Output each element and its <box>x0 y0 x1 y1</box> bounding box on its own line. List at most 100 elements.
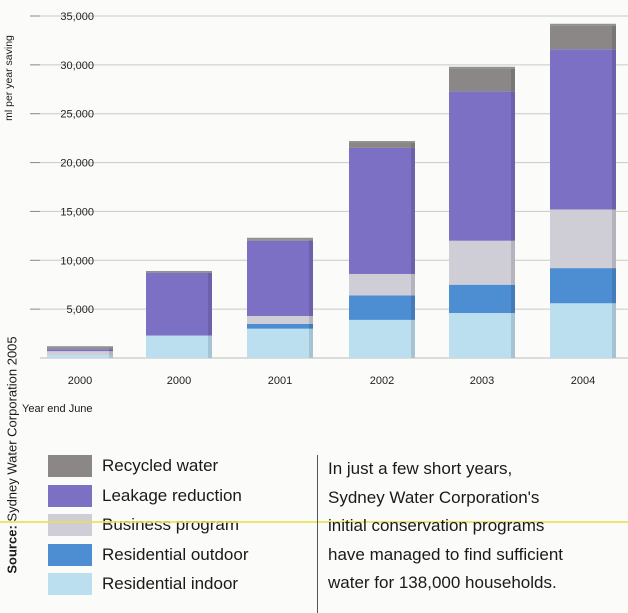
bar-shade <box>511 68 515 92</box>
bar-segment <box>349 273 415 296</box>
x-tick-label: 2000 <box>68 375 92 387</box>
bar-top-edge <box>47 346 113 349</box>
bar-shade <box>208 335 212 358</box>
bar-segment <box>550 268 616 304</box>
legend-swatch <box>48 543 92 566</box>
legend-label: Business program <box>102 515 240 534</box>
y-tick-label: 10,000 <box>60 255 94 267</box>
bar-shade <box>511 284 515 314</box>
x-tick-label: 2004 <box>571 375 595 387</box>
bar-segment <box>550 209 616 269</box>
bar-segment <box>449 284 515 314</box>
bar-shade <box>612 268 616 304</box>
bar-segment <box>247 328 313 358</box>
legend-item: Business program <box>48 514 239 536</box>
bar-shade <box>411 147 415 274</box>
paragraph-line: Sydney Water Corporation's <box>328 487 540 507</box>
bar-segment <box>47 348 113 350</box>
bar-top-edge <box>449 66 515 69</box>
bar-segment <box>550 25 616 50</box>
bar-segment <box>47 351 113 356</box>
bar-shade <box>109 348 113 350</box>
summary-paragraph: In just a few short years, Sydney Water C… <box>328 455 628 598</box>
legend-swatch <box>48 455 92 477</box>
x-tick-label: 2001 <box>268 375 292 387</box>
bar-shade <box>511 91 515 241</box>
bar-segment <box>449 240 515 285</box>
bar-segment <box>550 303 616 358</box>
bar-segment <box>247 315 313 324</box>
legend-item: Leakage reduction <box>48 484 242 507</box>
bar-segment <box>349 147 415 274</box>
y-tick-label: 20,000 <box>60 158 94 170</box>
x-tick-label: 2002 <box>370 375 394 387</box>
y-tick-label: 35,000 <box>60 11 94 23</box>
bar-segment <box>247 240 313 316</box>
bar-shade <box>612 49 616 210</box>
bar-segment <box>349 319 415 358</box>
bar-shade <box>309 323 313 329</box>
y-tick-label: 25,000 <box>60 109 94 121</box>
y-tick-label: 15,000 <box>60 206 94 218</box>
bar-shade <box>612 209 616 269</box>
bar-top-edge <box>247 237 313 240</box>
column-divider <box>317 455 318 613</box>
highlight-line <box>0 521 628 523</box>
legend-label: Leakage reduction <box>102 485 242 505</box>
y-tick-label: 5,000 <box>66 304 94 316</box>
bar-shade <box>309 315 313 324</box>
bar-shade <box>309 239 313 241</box>
bar-shade <box>511 313 515 358</box>
bar-shade <box>309 328 313 358</box>
bar-top-edge <box>349 141 415 144</box>
bar-shade <box>109 351 113 356</box>
bar-segment <box>349 295 415 320</box>
source-note: Source: Sydney Water Corporation 2005 <box>4 300 20 610</box>
bar-segment <box>146 272 212 336</box>
paragraph-line: water for 138,000 households. <box>328 573 557 592</box>
bar-segment <box>47 349 113 352</box>
bar-top-edge <box>146 270 212 273</box>
x-axis-title: Year end June <box>22 403 93 415</box>
paragraph-line: initial conservation programs <box>328 516 545 535</box>
x-tick-label: 2000 <box>167 375 191 387</box>
bar-segment <box>449 313 515 358</box>
legend-label: Residential indoor <box>102 574 239 593</box>
legend-swatch <box>48 514 92 536</box>
legend-item: Residential outdoor <box>48 543 249 566</box>
bar-segment <box>449 91 515 241</box>
y-tick-label: 30,000 <box>60 60 94 72</box>
bar-segment <box>247 239 313 241</box>
legend-swatch <box>48 573 92 595</box>
bar-shade <box>208 272 212 336</box>
legend-item: Residential indoor <box>48 573 238 595</box>
paragraph-line: have managed to find sufficient <box>328 544 564 564</box>
source-label: Source: <box>4 525 20 574</box>
source-text: Sydney Water Corporation 2005 <box>4 336 20 522</box>
bar-shade <box>309 240 313 316</box>
bar-shade <box>612 25 616 50</box>
y-axis-title: ml per year saving <box>3 34 15 121</box>
bar-shade <box>411 143 415 148</box>
bar-shade <box>109 349 113 352</box>
bar-shade <box>411 319 415 358</box>
legend-label: Residential outdoor <box>102 544 249 564</box>
legend-item: Recycled water <box>48 455 218 477</box>
bar-segment <box>349 143 415 148</box>
bar-segment <box>47 355 113 358</box>
legend-label: Recycled water <box>102 456 219 475</box>
legend-swatch <box>48 484 92 507</box>
paragraph-line: In just a few short years, <box>328 459 513 478</box>
bar-shade <box>511 240 515 285</box>
bar-shade <box>411 295 415 320</box>
bar-shade <box>109 355 113 358</box>
x-tick-label: 2003 <box>470 375 494 387</box>
stacked-bar-chart: 35,000 30,000 25,000 20,000 15,000 10,000 5,00… <box>30 11 628 387</box>
bar-shade <box>612 303 616 358</box>
bar-segment <box>247 323 313 329</box>
bar-shade <box>411 273 415 296</box>
bar-top-edge <box>550 23 616 26</box>
bar-segment <box>449 68 515 92</box>
bar-segment <box>146 335 212 358</box>
bar-segment <box>550 49 616 210</box>
